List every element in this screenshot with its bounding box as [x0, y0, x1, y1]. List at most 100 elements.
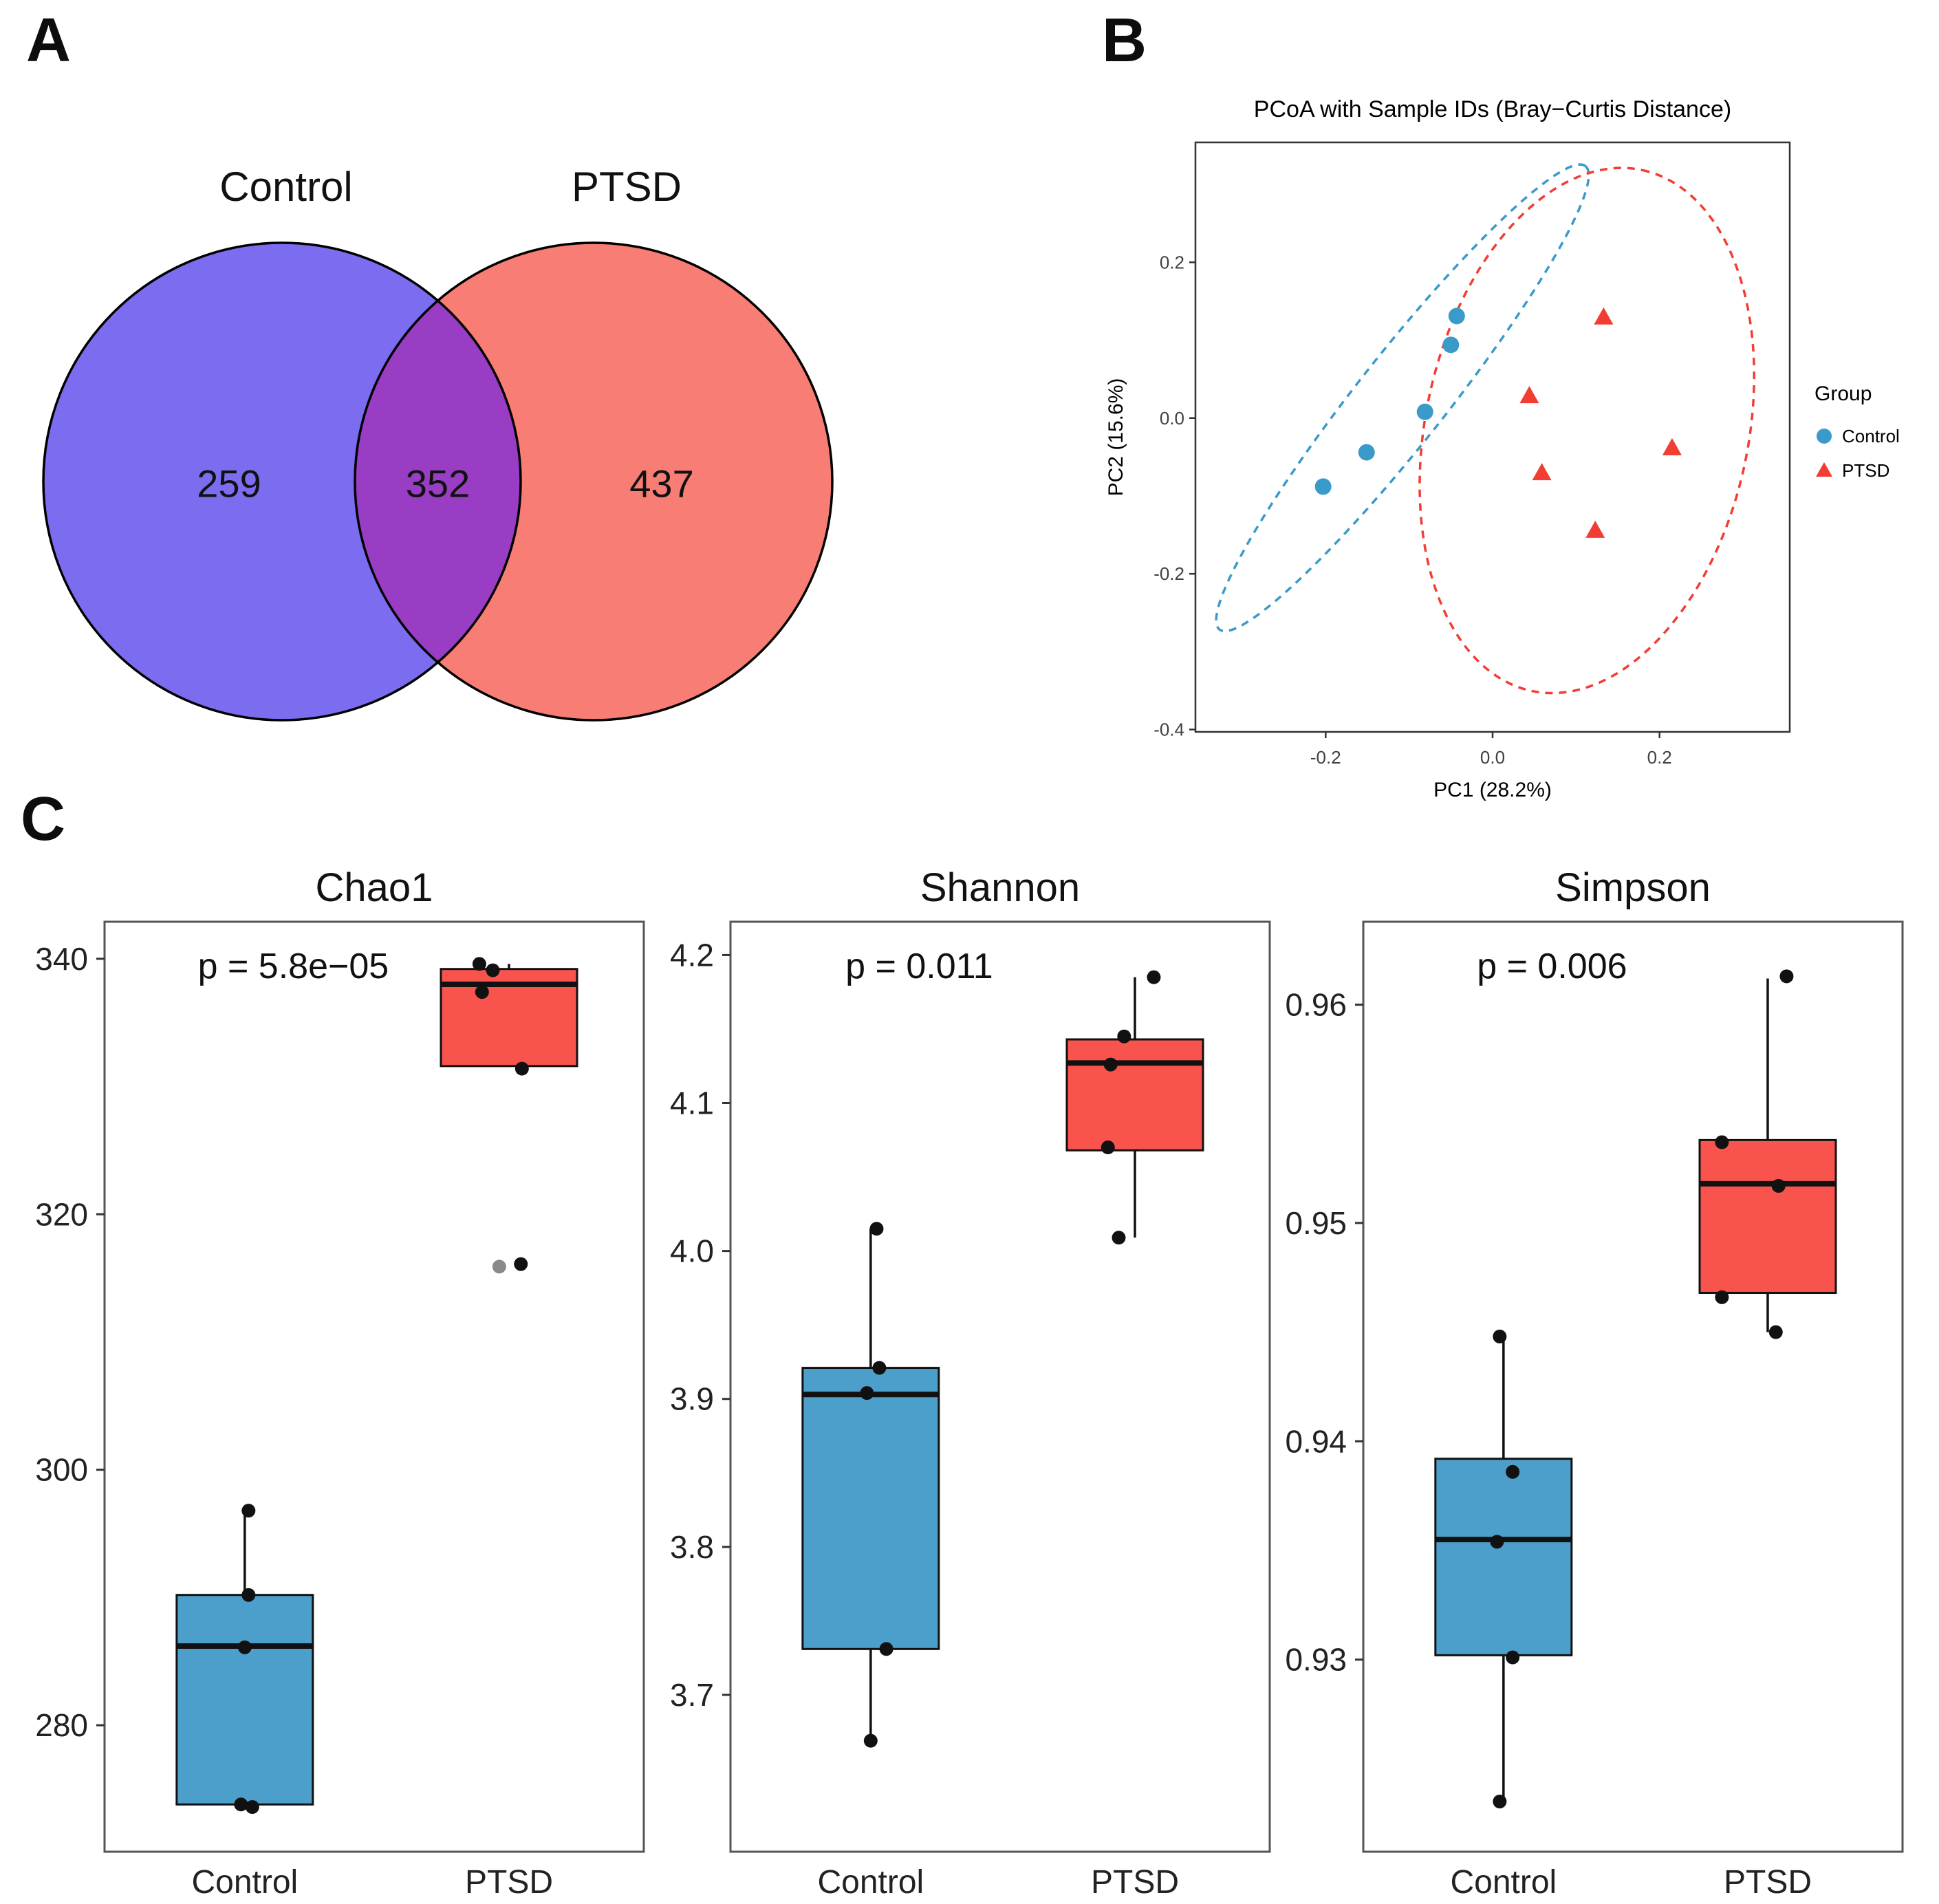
pcoa-point-ptsd	[1585, 520, 1605, 538]
box-ptsd	[1698, 1138, 1837, 1295]
boxplot-y-tick-label: 3.8	[670, 1529, 714, 1565]
pcoa-point-control	[1314, 478, 1332, 495]
pcoa-point-ptsd	[1532, 463, 1552, 481]
data-point	[234, 1797, 248, 1812]
boxplot-y-tick-label: 300	[35, 1452, 88, 1488]
pcoa-ellipse-ptsd	[1418, 166, 1756, 695]
legend-label-control: Control	[1842, 426, 1900, 446]
venn-ptsd-label: PTSD	[572, 164, 682, 210]
data-point	[1147, 970, 1161, 984]
data-point	[1101, 1140, 1115, 1155]
data-point	[514, 1061, 529, 1076]
legend-symbol-control	[1817, 429, 1832, 444]
data-point	[869, 1222, 884, 1236]
data-point	[1493, 1795, 1507, 1809]
boxplot-y-tick-label: 340	[35, 941, 88, 977]
data-point	[1771, 1179, 1786, 1193]
boxplot-y-tick-label: 3.9	[670, 1381, 714, 1417]
data-point	[237, 1640, 252, 1654]
data-point	[1112, 1231, 1126, 1245]
boxplot-y-tick-label: 0.94	[1286, 1423, 1347, 1459]
pcoa-x-axis-title: PC1 (28.2%)	[1433, 779, 1552, 801]
boxplot-y-tick-label: 320	[35, 1196, 88, 1232]
data-point	[514, 1257, 528, 1271]
boxplot-y-tick-label: 4.2	[670, 937, 714, 973]
venn-ptsd-count: 437	[629, 462, 693, 506]
data-point	[1117, 1029, 1131, 1043]
data-point	[1715, 1135, 1729, 1149]
boxplot-y-tick-label: 0.93	[1286, 1642, 1347, 1678]
boxplot-y-tick-label: 4.1	[670, 1085, 714, 1121]
box-ptsd	[1065, 1038, 1204, 1151]
venn-overlap-count: 352	[406, 462, 470, 506]
x-category-label: PTSD	[465, 1864, 553, 1901]
boxplot-y-tick-label: 280	[35, 1707, 88, 1743]
data-point	[241, 1504, 256, 1518]
legend-symbol-ptsd	[1816, 462, 1832, 477]
pcoa-legend-title: Group	[1815, 382, 1872, 405]
boxplot-shannon: Shannon p = 0.011 3.7 3.8 3.9 4.0 4.1 4.2 Contro…	[670, 865, 1271, 1901]
boxplot-y-tick-label: 0.96	[1286, 987, 1347, 1023]
p-value-label: p = 5.8e−05	[198, 946, 389, 986]
x-category-label: PTSD	[1724, 1864, 1812, 1901]
panel-b-letter: B	[1102, 6, 1147, 75]
pcoa-point-control	[1442, 336, 1460, 354]
panel-a-letter: A	[26, 6, 71, 75]
data-point	[1715, 1290, 1729, 1304]
boxplot-y-tick-label: 3.7	[670, 1677, 714, 1713]
pcoa-point-control	[1448, 307, 1465, 325]
data-point	[472, 957, 486, 971]
data-point	[1506, 1650, 1520, 1665]
venn-ptsd-outline	[354, 241, 834, 722]
pcoa-point-ptsd	[1594, 307, 1614, 325]
venn-control-outline	[42, 241, 522, 722]
x-category-label: Control	[817, 1864, 924, 1901]
data-point	[1768, 1325, 1783, 1339]
data-point	[486, 963, 500, 977]
data-point	[872, 1361, 887, 1375]
data-point	[860, 1386, 874, 1400]
p-value-label: p = 0.006	[1477, 946, 1627, 986]
data-point	[1493, 1330, 1507, 1344]
data-point	[241, 1588, 256, 1602]
pcoa-y-tick-label: 0.0	[1160, 408, 1184, 429]
venn-control-label: Control	[219, 164, 352, 210]
box-control	[1434, 1458, 1573, 1656]
boxplot-simpson: Simpson p = 0.006 0.93 0.94 0.95 0.96 Control P…	[1286, 865, 1904, 1901]
pcoa-title: PCoA with Sample IDs (Bray−Curtis Distan…	[1254, 96, 1731, 122]
pcoa-y-tick-label: -0.4	[1153, 720, 1184, 740]
boxplot-chao1: Chao1 p = 5.8e−05 280 300 320 340 Control PTSD	[35, 865, 645, 1901]
data-point	[1490, 1535, 1504, 1549]
data-point	[1103, 1057, 1118, 1072]
pcoa-y-tick-label: -0.2	[1153, 563, 1184, 584]
pcoa-panel-border	[1194, 141, 1791, 733]
pcoa-plot: PCoA with Sample IDs (Bray−Curtis Distan…	[1105, 96, 1900, 801]
pcoa-x-tick-label: -0.2	[1310, 747, 1341, 768]
pcoa-point-control	[1358, 444, 1375, 461]
venn-control-count: 259	[197, 462, 261, 506]
pcoa-x-tick-label: 0.0	[1480, 747, 1505, 768]
legend-label-ptsd: PTSD	[1842, 460, 1889, 481]
pcoa-ellipse-control	[1215, 163, 1590, 633]
pcoa-point-ptsd	[1519, 386, 1539, 404]
boxplot-title: Simpson	[1555, 865, 1711, 910]
outlier-point-gray	[492, 1259, 506, 1274]
x-category-label: Control	[191, 1864, 298, 1901]
pcoa-point-ptsd	[1662, 437, 1682, 455]
data-point	[1779, 969, 1794, 984]
pcoa-x-tick-label: 0.2	[1647, 747, 1672, 768]
pcoa-y-tick-label: 0.2	[1160, 252, 1184, 272]
boxplot-y-tick-label: 4.0	[670, 1233, 714, 1269]
boxplot-panel-border	[1362, 920, 1904, 1853]
boxplot-title: Shannon	[920, 865, 1080, 910]
box-control	[175, 1594, 314, 1806]
x-category-label: PTSD	[1091, 1864, 1179, 1901]
data-point	[475, 985, 489, 999]
boxplot-y-tick-label: 0.95	[1286, 1205, 1347, 1241]
x-category-label: Control	[1450, 1864, 1557, 1901]
boxplot-title: Chao1	[316, 865, 433, 910]
data-point	[245, 1800, 259, 1814]
pcoa-point-control	[1416, 403, 1433, 420]
data-point	[879, 1642, 893, 1656]
